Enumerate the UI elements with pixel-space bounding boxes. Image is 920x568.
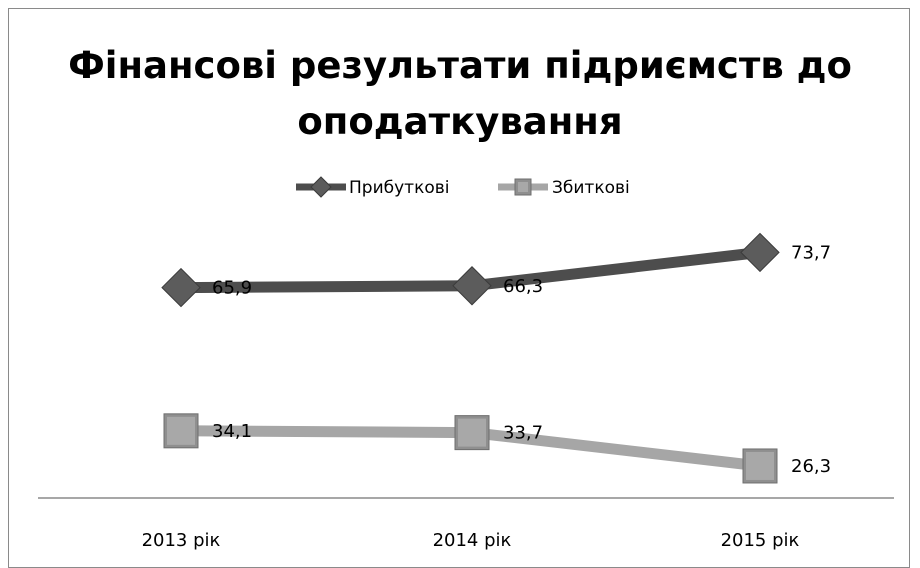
series-1-point-3 xyxy=(740,232,780,273)
series-2-point-1 xyxy=(163,413,199,449)
data-labels: 65,9 66,3 73,7 34,1 33,7 26,3 xyxy=(212,242,831,477)
x-tick-label-1: 2013 рік xyxy=(142,530,221,551)
series-2-point-3 xyxy=(742,448,778,484)
series-2-data-label-3: 26,3 xyxy=(791,456,831,477)
series-1-point-1 xyxy=(161,267,201,308)
series-2-data-label-2: 33,7 xyxy=(503,423,543,444)
legend-marker-2 xyxy=(514,178,532,196)
legend: Прибуткові Збиткові xyxy=(296,176,630,198)
series-layer xyxy=(161,232,780,484)
x-tick-label-3: 2015 рік xyxy=(721,530,800,551)
legend-label-1: Прибуткові xyxy=(349,178,449,198)
legend-label-2: Збиткові xyxy=(552,178,630,198)
series-1-data-label-2: 66,3 xyxy=(503,276,543,297)
series-2-data-label-1: 34,1 xyxy=(212,421,252,442)
chart-title: Фінансові результати підриємств до опода… xyxy=(68,44,852,143)
series-1-data-label-1: 65,9 xyxy=(212,278,252,299)
x-axis-ticks: 2013 рік 2014 рік 2015 рік xyxy=(142,530,800,551)
series-1-data-label-3: 73,7 xyxy=(791,242,831,263)
series-2-point-2 xyxy=(454,415,490,451)
series-1-point-2 xyxy=(452,266,492,306)
legend-marker-1 xyxy=(310,176,332,198)
x-tick-label-2: 2014 рік xyxy=(433,530,512,551)
